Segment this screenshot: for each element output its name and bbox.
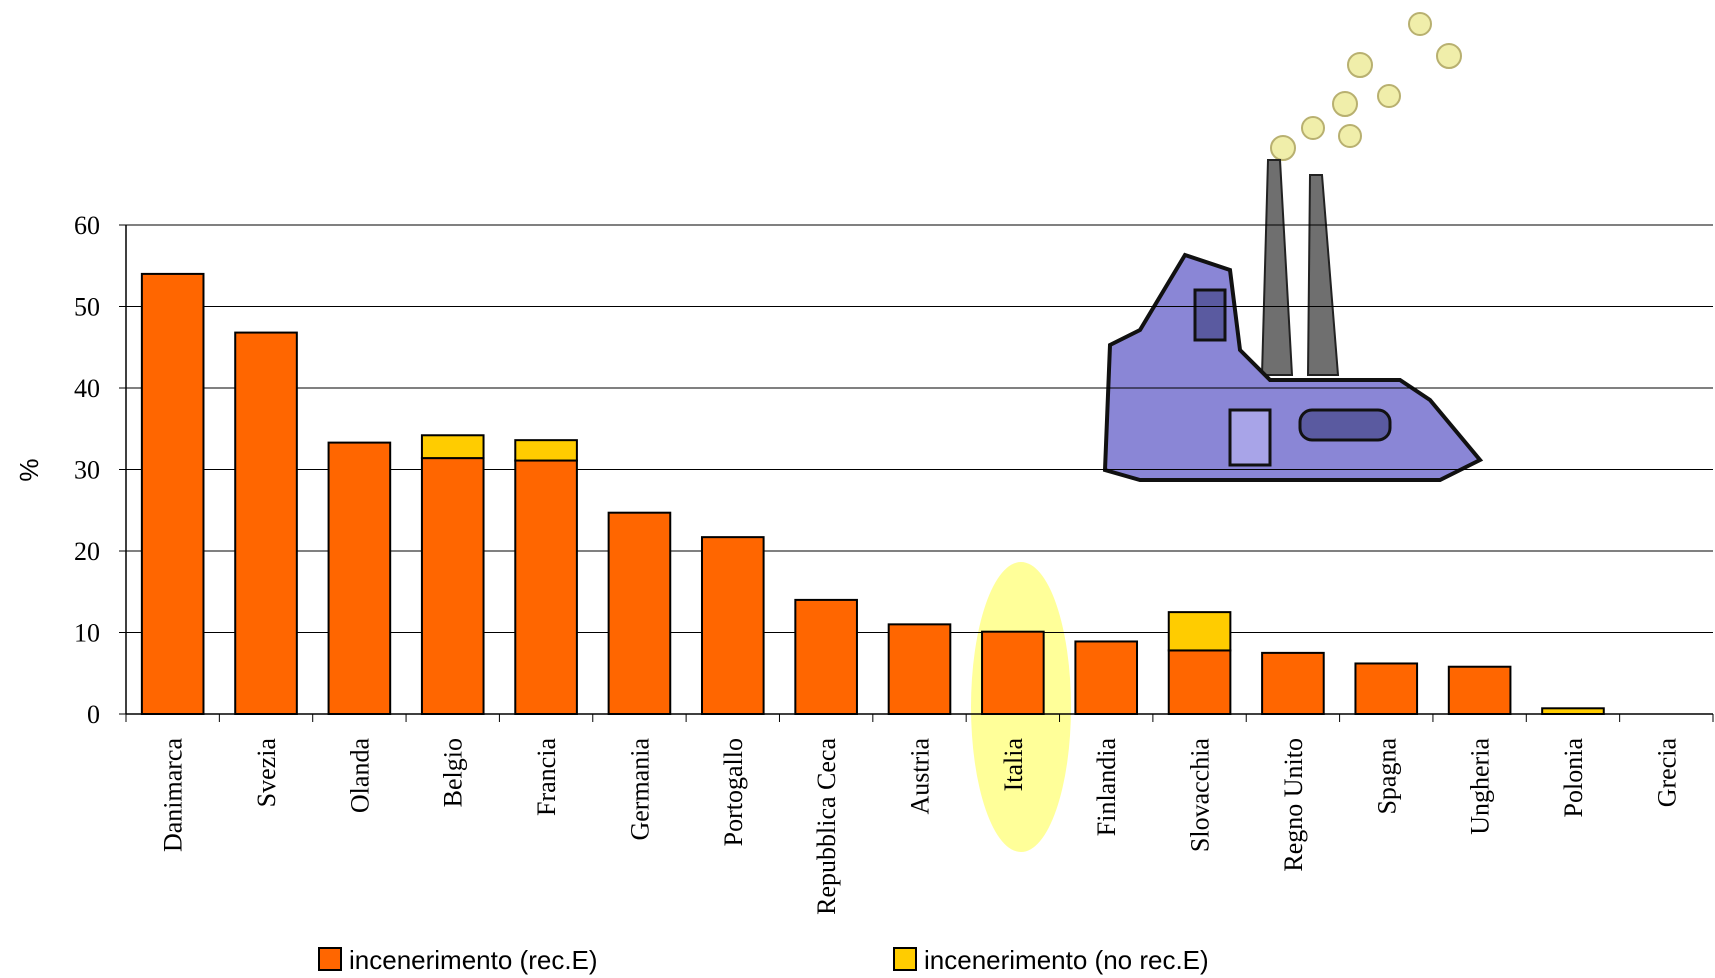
bar-segment — [981, 630, 1045, 715]
bar-segment — [700, 536, 765, 716]
bar-segment — [887, 623, 952, 715]
bar-segment — [607, 511, 672, 715]
x-tick-label: Ungheria — [1466, 738, 1495, 835]
x-tick-label: Danimarca — [159, 738, 188, 853]
y-tick-label: 0 — [87, 700, 100, 729]
bar-segment — [234, 331, 298, 715]
factory-illustration — [1102, 12, 1484, 482]
bar-segment — [420, 434, 485, 460]
x-tick-label: Grecia — [1652, 738, 1681, 808]
bar-segment — [514, 459, 578, 715]
x-tick-label: Austria — [906, 738, 935, 815]
bar-segment — [1261, 651, 1325, 715]
legend-label: incenerimento (rec.E) — [349, 945, 598, 975]
x-tick-label: Finlandia — [1092, 738, 1121, 837]
x-tick-label: Germania — [625, 738, 654, 841]
bar-segment — [1447, 665, 1512, 715]
y-tick-label: 50 — [74, 293, 100, 322]
y-tick-label: 20 — [74, 537, 100, 566]
legend-label: incenerimento (no rec.E) — [924, 945, 1209, 975]
bar-segment — [420, 457, 485, 715]
bar-segment — [1074, 640, 1139, 716]
x-tick-label: Svezia — [252, 738, 281, 808]
bar-segment — [1354, 662, 1419, 715]
y-tick-label: 10 — [74, 619, 100, 648]
bar-segment — [514, 439, 578, 462]
y-tick-label: 30 — [74, 456, 100, 485]
x-tick-label: Belgio — [439, 738, 468, 807]
x-tick-label: Francia — [532, 738, 561, 816]
bar-segment — [140, 272, 205, 715]
x-tick-label: Regno Unito — [1279, 738, 1308, 872]
y-tick-label: 60 — [74, 211, 100, 240]
x-tick-label: Spagna — [1372, 738, 1401, 815]
bar-segment — [1541, 707, 1605, 715]
bar-segment — [1167, 611, 1232, 652]
x-tick-label: Portogallo — [719, 738, 748, 846]
x-tick-label: Slovacchia — [1186, 738, 1215, 853]
legend-swatch — [893, 947, 917, 971]
x-tick-label: Repubblica Ceca — [812, 738, 841, 915]
x-tick-label: Polonia — [1559, 738, 1588, 818]
x-tick-label: Italia — [999, 738, 1028, 792]
bar-segment — [1167, 649, 1232, 715]
bar-segment — [327, 441, 392, 715]
y-axis-label: % — [14, 458, 44, 481]
x-tick-label: Olanda — [345, 738, 374, 814]
bar-segment — [794, 598, 858, 716]
legend-swatch — [318, 947, 342, 971]
y-tick-label: 40 — [74, 374, 100, 403]
